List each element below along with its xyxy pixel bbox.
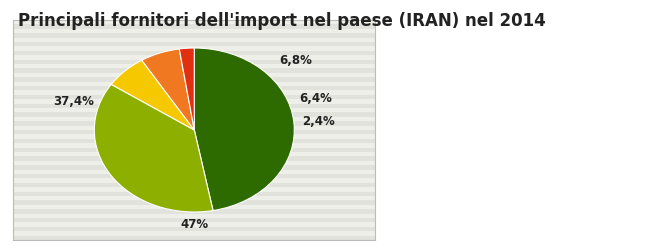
Bar — [13, 77, 375, 82]
Text: Principali fornitori dell'import nel paese (IRAN) nel 2014: Principali fornitori dell'import nel pae… — [17, 12, 545, 30]
Bar — [13, 174, 375, 178]
Bar — [13, 192, 375, 196]
Text: 37,4%: 37,4% — [54, 95, 94, 108]
Text: 2,4%: 2,4% — [302, 115, 335, 128]
Legend: RESTO DEL MONDO (47%), 1. CINA (37.4%), 2. INDIA (6.8%), 3. COREA DEL SUD (6.4%): RESTO DEL MONDO (47%), 1. CINA (37.4%), … — [387, 30, 559, 117]
Wedge shape — [111, 60, 194, 130]
Bar — [13, 51, 375, 55]
Bar — [13, 60, 375, 64]
Bar — [13, 148, 375, 152]
Bar — [13, 236, 375, 240]
Wedge shape — [180, 48, 194, 130]
Bar — [13, 130, 375, 134]
Bar — [13, 112, 375, 117]
Bar — [13, 24, 375, 29]
Bar — [13, 200, 375, 205]
Wedge shape — [94, 84, 213, 212]
Bar — [13, 68, 375, 73]
Wedge shape — [142, 49, 194, 130]
Text: 47%: 47% — [180, 218, 208, 231]
Bar — [13, 165, 375, 170]
Bar — [13, 227, 375, 231]
Bar — [13, 33, 375, 38]
Bar — [13, 121, 375, 126]
Bar — [13, 183, 375, 187]
Bar — [13, 42, 375, 46]
Wedge shape — [194, 48, 294, 210]
Bar — [13, 95, 375, 99]
Bar — [13, 156, 375, 161]
Bar — [13, 139, 375, 143]
Text: 6,8%: 6,8% — [279, 54, 312, 67]
Bar — [13, 86, 375, 90]
Bar — [13, 104, 375, 108]
Text: 6,4%: 6,4% — [299, 92, 332, 105]
Bar — [13, 209, 375, 214]
Bar — [13, 218, 375, 222]
